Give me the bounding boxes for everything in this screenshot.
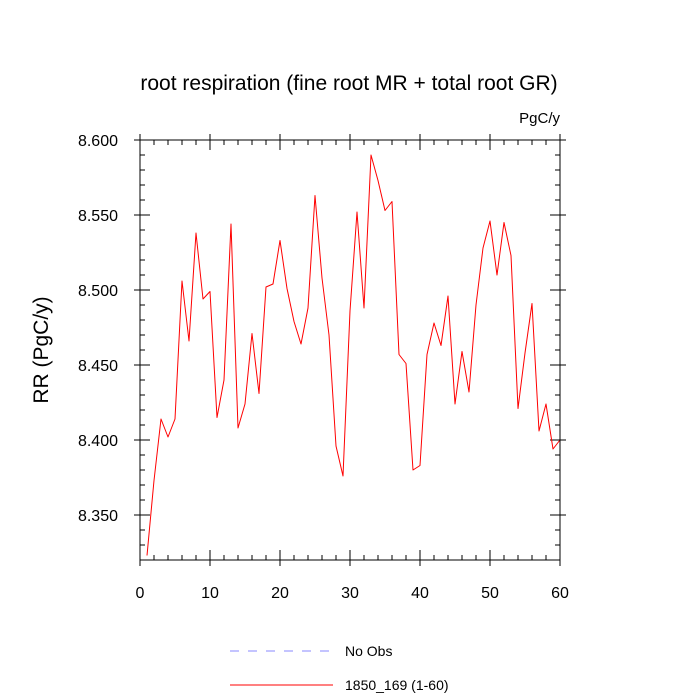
y-tick-label: 8.500 (78, 283, 118, 300)
tick-labels: 0 10 20 30 40 50 60 8.350 8.400 8.450 8.500 8.550 8.… (78, 133, 569, 602)
chart-title: root respiration (fine root MR + total r… (140, 72, 557, 95)
axis-ticks (134, 134, 566, 566)
x-tick-label: 0 (136, 585, 145, 602)
y-tick-label: 8.600 (78, 133, 118, 150)
x-tick-label: 40 (411, 585, 429, 602)
y-tick-label: 8.550 (78, 208, 118, 225)
x-tick-label: 10 (201, 585, 219, 602)
y-tick-label: 8.450 (78, 358, 118, 375)
x-tick-label: 50 (481, 585, 499, 602)
y-tick-label: 8.350 (78, 508, 118, 525)
legend: No Obs 1850_169 (1-60) (230, 643, 449, 693)
x-tick-label: 60 (551, 585, 569, 602)
series-line-1 (146, 154, 561, 556)
legend-label-1850-169: 1850_169 (1-60) (345, 677, 449, 693)
units-label: PgC/y (519, 110, 560, 127)
legend-label-no-obs: No Obs (345, 643, 392, 659)
y-tick-label: 8.400 (78, 433, 118, 450)
plot-frame (139, 139, 561, 561)
series-lines (146, 154, 561, 556)
y-axis-title: RR (PgC/y) (30, 296, 53, 403)
x-tick-label: 30 (341, 585, 359, 602)
x-tick-label: 20 (271, 585, 289, 602)
